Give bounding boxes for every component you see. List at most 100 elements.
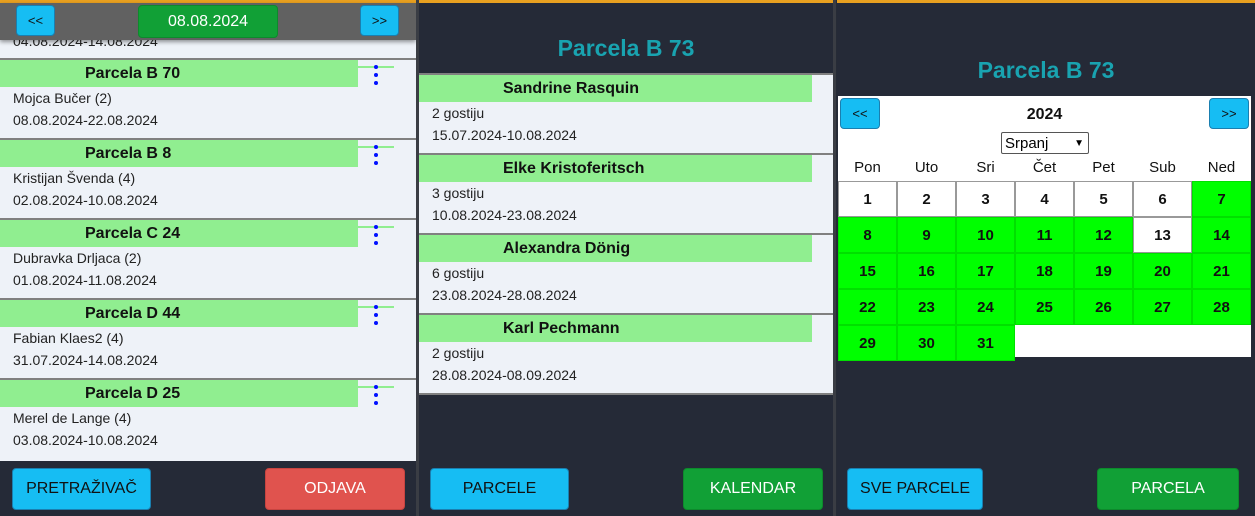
guest-name: Dubravka Drljaca (2) xyxy=(13,250,142,266)
calendar-day[interactable]: 26 xyxy=(1074,289,1133,325)
parcel-name: Parcela B 8 xyxy=(0,140,358,167)
calendar: << 2024 >> Srpanj ▼ Pon Uto Sri Čet Pet Sub Ned… xyxy=(838,96,1251,361)
calendar-day[interactable]: 1 xyxy=(838,181,897,217)
weekday-label: Sri xyxy=(976,159,995,176)
calendar-day[interactable]: 20 xyxy=(1133,253,1192,289)
reservation-item[interactable]: Parcela C 24 Dubravka Drljaca (2) 01.08.… xyxy=(0,218,416,298)
guest-name: Fabian Klaes2 (4) xyxy=(13,330,124,346)
calendar-day[interactable]: 9 xyxy=(897,217,956,253)
weekday-label: Uto xyxy=(914,159,939,176)
calendar-day[interactable]: 23 xyxy=(897,289,956,325)
calendar-day[interactable]: 31 xyxy=(956,325,1015,361)
weekday-label: Čet xyxy=(1032,159,1057,176)
divider xyxy=(833,0,836,516)
calendar-day[interactable]: 13 xyxy=(1133,217,1192,253)
calendar-day[interactable]: 12 xyxy=(1074,217,1133,253)
more-options-icon[interactable] xyxy=(372,65,380,85)
calendar-day[interactable]: 30 xyxy=(897,325,956,361)
guest-name: Alexandra Dönig xyxy=(419,235,812,262)
calendar-day[interactable]: 17 xyxy=(956,253,1015,289)
stay-dates: 23.08.2024-28.08.2024 xyxy=(432,287,577,303)
calendar-day[interactable]: 7 xyxy=(1192,181,1251,217)
parcel-title: Parcela B 73 xyxy=(557,35,695,61)
calendar-panel: Parcela B 73 << 2024 >> Srpanj ▼ Pon Uto Sr… xyxy=(837,0,1255,516)
calendar-day[interactable]: 19 xyxy=(1074,253,1133,289)
calendar-day[interactable]: 2 xyxy=(897,181,956,217)
stay-dates: 02.08.2024-10.08.2024 xyxy=(13,192,158,208)
reservations-panel: 04.08.2024-14.08.2024 Parcela B 70 Mojca… xyxy=(0,0,416,516)
calendar-day[interactable]: 14 xyxy=(1192,217,1251,253)
parcel-button[interactable]: PARCELA xyxy=(1097,468,1239,510)
calendar-year: 2024 xyxy=(1026,106,1063,123)
stay-dates: 08.08.2024-22.08.2024 xyxy=(13,112,158,128)
calendar-button[interactable]: KALENDAR xyxy=(683,468,823,510)
chevron-down-icon: ▼ xyxy=(1074,137,1084,149)
guest-item[interactable]: Alexandra Dönig 6 gostiju 23.08.2024-28.… xyxy=(419,233,833,313)
guest-name: Kristijan Švenda (4) xyxy=(13,170,136,186)
reservation-item[interactable]: Parcela D 44 Fabian Klaes2 (4) 31.07.202… xyxy=(0,298,416,378)
prev-month-button[interactable]: << xyxy=(840,98,880,129)
stay-dates: 03.08.2024-10.08.2024 xyxy=(13,432,158,448)
calendar-day[interactable]: 27 xyxy=(1133,289,1192,325)
guest-count: 2 gostiju xyxy=(432,345,485,361)
calendar-day[interactable]: 4 xyxy=(1015,181,1074,217)
stay-dates: 15.07.2024-10.08.2024 xyxy=(432,127,577,143)
guest-count: 2 gostiju xyxy=(432,105,485,121)
parcels-button[interactable]: PARCELE xyxy=(430,468,569,510)
current-date-button[interactable]: 08.08.2024 xyxy=(138,5,278,38)
parcel-name: Parcela D 44 xyxy=(0,300,358,327)
calendar-day[interactable]: 5 xyxy=(1074,181,1133,217)
next-month-button[interactable]: >> xyxy=(1209,98,1249,129)
weekday-label: Pon xyxy=(854,159,881,176)
guest-name: Merel de Lange (4) xyxy=(13,410,132,426)
weekday-label: Sub xyxy=(1149,159,1176,176)
guest-name: Elke Kristoferitsch xyxy=(419,155,812,182)
guest-list: Sandrine Rasquin 2 gostiju 15.07.2024-10… xyxy=(419,73,833,395)
calendar-day[interactable]: 6 xyxy=(1133,181,1192,217)
calendar-day[interactable]: 22 xyxy=(838,289,897,325)
calendar-day[interactable]: 25 xyxy=(1015,289,1074,325)
more-options-icon[interactable] xyxy=(372,305,380,325)
more-options-icon[interactable] xyxy=(372,145,380,165)
more-options-icon[interactable] xyxy=(372,385,380,405)
calendar-day[interactable]: 11 xyxy=(1015,217,1074,253)
weekday-label: Ned xyxy=(1207,159,1236,176)
guest-name: Sandrine Rasquin xyxy=(419,75,812,102)
calendar-day[interactable]: 3 xyxy=(956,181,1015,217)
calendar-day[interactable]: 10 xyxy=(956,217,1015,253)
calendar-day[interactable]: 28 xyxy=(1192,289,1251,325)
all-parcels-button[interactable]: SVE PARCELE xyxy=(847,468,983,510)
stay-dates: 28.08.2024-08.09.2024 xyxy=(432,367,577,383)
parcel-name: Parcela C 24 xyxy=(0,220,358,247)
month-select[interactable]: Srpanj ▼ xyxy=(1001,132,1089,154)
stay-dates: 10.08.2024-23.08.2024 xyxy=(432,207,577,223)
calendar-day[interactable]: 15 xyxy=(838,253,897,289)
parcel-reservations-panel: Parcela B 73 Sandrine Rasquin 2 gostiju … xyxy=(419,0,833,516)
guest-item[interactable]: Elke Kristoferitsch 3 gostiju 10.08.2024… xyxy=(419,153,833,233)
calendar-day[interactable]: 18 xyxy=(1015,253,1074,289)
divider xyxy=(416,0,419,516)
calendar-day[interactable]: 29 xyxy=(838,325,897,361)
guest-name: Karl Pechmann xyxy=(419,315,812,342)
reservation-item[interactable]: Parcela B 8 Kristijan Švenda (4) 02.08.2… xyxy=(0,138,416,218)
guest-item[interactable]: Sandrine Rasquin 2 gostiju 15.07.2024-10… xyxy=(419,73,833,153)
parcel-name: Parcela D 25 xyxy=(0,380,358,407)
calendar-day[interactable]: 8 xyxy=(838,217,897,253)
prev-date-button[interactable]: << xyxy=(16,5,55,36)
calendar-day[interactable]: 24 xyxy=(956,289,1015,325)
month-select-value: Srpanj xyxy=(1005,134,1049,152)
guest-name: Mojca Bučer (2) xyxy=(13,90,112,106)
more-options-icon[interactable] xyxy=(372,225,380,245)
guest-item[interactable]: Karl Pechmann 2 gostiju 28.08.2024-08.09… xyxy=(419,313,833,393)
calendar-day[interactable]: 21 xyxy=(1192,253,1251,289)
reservation-item[interactable]: Parcela D 25 Merel de Lange (4) 03.08.20… xyxy=(0,378,416,458)
calendar-day[interactable]: 16 xyxy=(897,253,956,289)
parcel-name: Parcela B 70 xyxy=(0,60,358,87)
next-date-button[interactable]: >> xyxy=(360,5,399,36)
stay-dates: 01.08.2024-11.08.2024 xyxy=(13,272,157,288)
reservation-item[interactable]: Parcela B 70 Mojca Bučer (2) 08.08.2024-… xyxy=(0,58,416,138)
stay-dates: 31.07.2024-14.08.2024 xyxy=(13,352,158,368)
search-button[interactable]: PRETRAŽIVAČ xyxy=(12,468,151,510)
logout-button[interactable]: ODJAVA xyxy=(265,468,405,510)
reservation-list: 04.08.2024-14.08.2024 Parcela B 70 Mojca… xyxy=(0,3,416,461)
